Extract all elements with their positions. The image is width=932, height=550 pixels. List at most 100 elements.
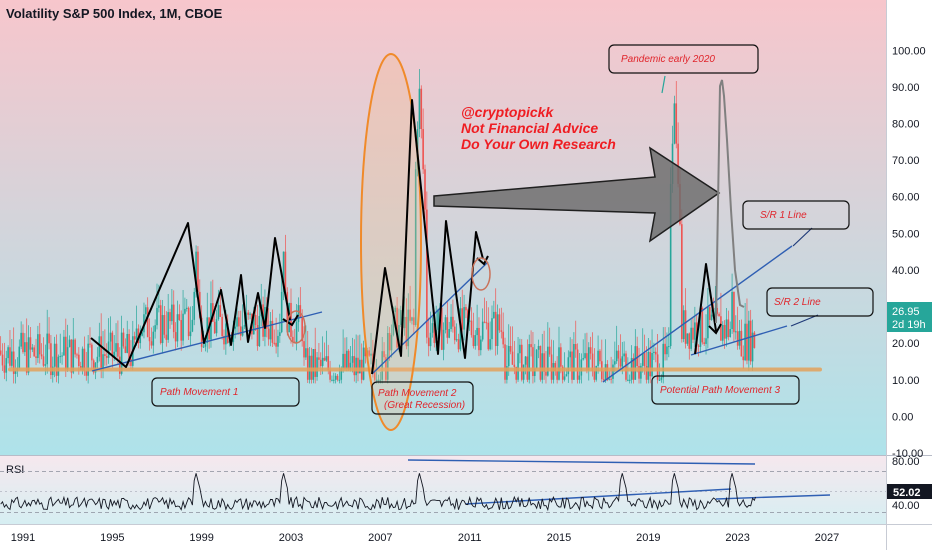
candle-body	[708, 307, 711, 320]
candle-body	[20, 332, 22, 347]
candle-body	[749, 320, 752, 362]
candle-body	[532, 347, 534, 377]
candle-body	[524, 356, 527, 365]
candle-body	[243, 325, 246, 327]
candle-body	[130, 359, 132, 366]
rsi-label: RSI	[6, 464, 24, 476]
candle-body	[493, 311, 495, 319]
box-pandemic	[608, 44, 759, 74]
candle-body	[550, 354, 553, 380]
price-tick-label: 50.00	[892, 228, 920, 240]
candle-body	[305, 348, 307, 358]
candle-body	[528, 344, 531, 380]
candle-body	[584, 353, 586, 359]
candle-body	[102, 354, 104, 371]
sr1-callout-pointer	[792, 227, 813, 247]
candle-body	[321, 357, 324, 367]
candle-body	[113, 351, 115, 357]
arrow-head-2	[476, 255, 489, 266]
candle-body	[582, 358, 584, 360]
candle-body	[539, 345, 542, 380]
candle-body	[256, 325, 259, 347]
label-path1: Path Movement 1	[160, 387, 238, 398]
candle-body	[364, 347, 367, 357]
label-path3: Potential Path Movement 3	[660, 385, 781, 396]
candle-body	[390, 334, 393, 351]
candle-body	[174, 332, 177, 342]
candle-body	[690, 327, 692, 349]
candle-body	[668, 346, 670, 348]
rsi-pane-background	[0, 456, 886, 524]
candle-body	[139, 335, 142, 344]
candle-body	[319, 359, 322, 367]
candle-body	[27, 337, 30, 373]
candle-body	[191, 319, 194, 332]
candle-body	[329, 370, 331, 380]
candle-body	[513, 364, 516, 367]
time-axis[interactable]: 1991 1995 1999 2003 2007 2011 2015 2019 2023 2027	[11, 532, 839, 544]
candle-body	[128, 333, 130, 360]
candle-body	[334, 375, 337, 380]
candle-body	[135, 328, 138, 340]
time-tick-label: 1999	[189, 532, 213, 544]
candle-body	[405, 316, 408, 347]
candle-body	[491, 318, 493, 340]
candle-body	[669, 183, 672, 347]
rsi-trend-upper	[407, 459, 756, 465]
candle-body	[463, 307, 465, 330]
candle-body	[359, 359, 361, 374]
candle-body	[172, 304, 175, 333]
candle-body	[169, 312, 171, 322]
candle-body	[297, 305, 300, 323]
candle-body	[156, 307, 158, 326]
time-tick-label: 2015	[547, 532, 571, 544]
candle-body	[247, 312, 249, 315]
candle-body	[556, 371, 558, 380]
time-tick-label: 2003	[279, 532, 303, 544]
candle-body	[574, 344, 577, 350]
candle-body	[634, 346, 637, 380]
candle-body	[353, 356, 356, 376]
rsi-line	[0, 473, 756, 512]
candle-body	[610, 378, 612, 380]
candle-body	[727, 319, 730, 338]
candle-body	[699, 307, 702, 347]
candle-body	[751, 332, 754, 362]
candle-body	[76, 354, 78, 356]
candle-body	[37, 334, 39, 359]
candle-body	[336, 375, 339, 380]
price-axis[interactable]: 100.0090.0080.0070.0060.0050.0040.0030.0…	[892, 45, 926, 460]
candle-body	[0, 350, 2, 355]
candle-body	[461, 308, 464, 330]
candle-body	[597, 350, 599, 366]
pandemic-line	[715, 79, 745, 324]
candle-body	[370, 353, 372, 356]
rsi-trend-mid	[465, 488, 732, 505]
candle-body	[487, 322, 490, 350]
candle-body	[68, 339, 71, 348]
candle-body	[433, 323, 436, 343]
candle-body	[617, 350, 620, 359]
support-band	[8, 367, 822, 372]
candle-body	[295, 322, 298, 343]
price-tick-label: 0.00	[892, 411, 913, 423]
candle-body	[48, 333, 50, 344]
candle-body	[72, 339, 75, 373]
watermark-line-1: @cryptopickk	[461, 104, 554, 120]
candle-body	[355, 357, 357, 376]
candle-body	[202, 346, 205, 348]
candle-body	[124, 346, 127, 353]
candle-body	[383, 351, 385, 358]
candle-body	[468, 320, 471, 322]
candle-body	[681, 224, 683, 340]
candle-body	[654, 351, 657, 355]
candle-body	[476, 327, 478, 336]
candle-body	[342, 353, 344, 369]
candle-body	[282, 251, 285, 292]
candle-body	[530, 344, 532, 348]
candle-body	[11, 351, 13, 366]
candle-body	[74, 339, 76, 355]
candle-body	[541, 353, 544, 380]
candle-body	[161, 315, 164, 344]
